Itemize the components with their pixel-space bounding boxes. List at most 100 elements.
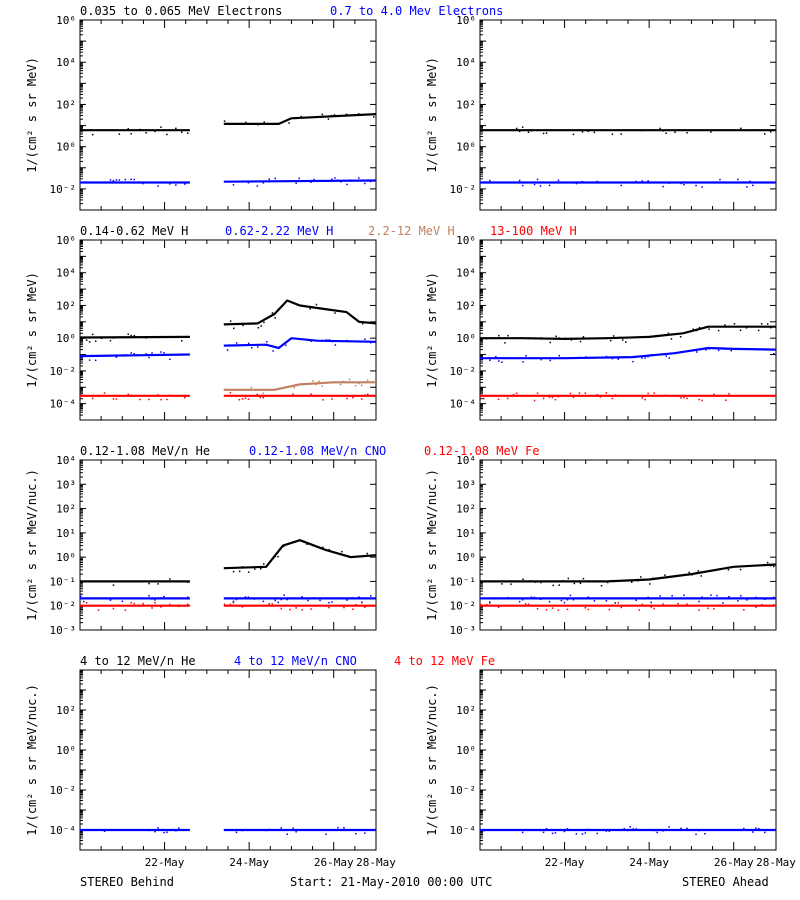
- series-line: [480, 346, 777, 360]
- data-point: [160, 351, 162, 353]
- data-point: [254, 568, 256, 570]
- data-point: [178, 827, 180, 829]
- data-point: [361, 602, 363, 604]
- data-point: [157, 827, 159, 829]
- data-point: [85, 602, 88, 604]
- data-point: [148, 398, 150, 401]
- data-point: [572, 396, 575, 398]
- data-point: [266, 341, 268, 343]
- data-point: [489, 179, 491, 182]
- data-point: [567, 577, 570, 580]
- data-point: [328, 309, 330, 311]
- data-point: [331, 398, 333, 400]
- data-point: [699, 348, 701, 351]
- data-point: [334, 344, 337, 346]
- data-point: [600, 585, 603, 587]
- data-point: [623, 828, 625, 830]
- data-point: [184, 353, 186, 356]
- data-point: [251, 347, 253, 349]
- data-point: [566, 608, 569, 611]
- footer-right-label: STEREO Ahead: [682, 875, 769, 889]
- data-point: [301, 609, 303, 611]
- series-title-1-3: 13-100 MeV H: [490, 224, 577, 238]
- data-point: [271, 603, 273, 605]
- data-point: [112, 607, 115, 610]
- y-axis-label: 1/(cm² s sr MeV/nuc.): [425, 684, 439, 836]
- data-point: [504, 342, 506, 344]
- data-point: [708, 328, 710, 330]
- x-tick-label: 22-May: [145, 856, 185, 869]
- data-point: [350, 556, 353, 558]
- data-point: [614, 394, 616, 396]
- y-tick-label: 10⁻³: [50, 624, 77, 637]
- data-point: [486, 338, 488, 340]
- data-point: [737, 178, 739, 181]
- data-point: [235, 831, 238, 834]
- data-point: [695, 184, 697, 187]
- data-point: [118, 179, 121, 181]
- data-point: [587, 608, 590, 611]
- data-point: [187, 581, 189, 583]
- data-point: [677, 602, 679, 605]
- data-point: [670, 338, 673, 340]
- data-point: [740, 595, 742, 597]
- series-ahead-3-0: [480, 826, 776, 836]
- data-point: [764, 133, 766, 135]
- data-point: [286, 604, 288, 607]
- data-point: [494, 598, 497, 600]
- data-point: [710, 594, 712, 596]
- data-point: [641, 397, 643, 399]
- data-point: [319, 599, 321, 602]
- data-point: [163, 595, 165, 598]
- data-point: [154, 830, 156, 833]
- data-point: [283, 594, 285, 596]
- data-point: [647, 355, 649, 358]
- data-point: [265, 829, 268, 832]
- series-title-2-0: 0.12-1.08 MeV/n He: [80, 444, 210, 458]
- data-point: [154, 602, 156, 604]
- data-point: [293, 386, 295, 389]
- data-point: [339, 383, 342, 386]
- y-tick-label: 10²: [456, 299, 476, 312]
- data-point: [533, 183, 536, 186]
- data-point: [103, 830, 106, 832]
- series-behind-2-2: [80, 602, 376, 611]
- data-point: [178, 605, 180, 608]
- data-point: [106, 355, 109, 357]
- data-point: [247, 182, 250, 184]
- data-point: [292, 393, 294, 395]
- y-tick-label: 10⁶: [56, 14, 76, 27]
- data-point: [486, 603, 488, 606]
- data-point: [635, 180, 637, 183]
- data-point: [530, 130, 533, 132]
- data-point: [593, 131, 596, 134]
- data-point: [527, 131, 530, 133]
- data-point: [343, 606, 345, 609]
- y-tick-label: 10⁰: [56, 744, 76, 757]
- data-point: [238, 399, 241, 401]
- data-point: [536, 392, 539, 394]
- data-point: [641, 180, 643, 182]
- data-point: [558, 584, 560, 586]
- data-point: [80, 595, 82, 597]
- data-point: [163, 352, 165, 354]
- data-point: [142, 602, 144, 605]
- data-point: [94, 359, 97, 362]
- series-title-3-1: 4 to 12 MeV/n CNO: [234, 654, 357, 668]
- data-point: [310, 393, 312, 395]
- panel-row-1: 0.14-0.62 MeV H 0.62-2.22 MeV H 2.2-12 MeV…: [25, 224, 777, 421]
- data-point: [557, 179, 560, 182]
- data-point: [498, 360, 500, 362]
- series-title-0-0: 0.035 to 0.065 MeV Electrons: [80, 4, 282, 18]
- data-point: [558, 337, 560, 339]
- data-point: [641, 597, 643, 600]
- data-point: [83, 600, 85, 603]
- data-point: [581, 131, 584, 133]
- series-behind-2-0: [80, 539, 377, 586]
- data-point: [345, 113, 348, 116]
- data-point: [518, 600, 521, 603]
- data-point: [238, 344, 241, 347]
- data-point: [318, 546, 321, 549]
- data-point: [656, 831, 658, 834]
- data-point: [333, 381, 336, 384]
